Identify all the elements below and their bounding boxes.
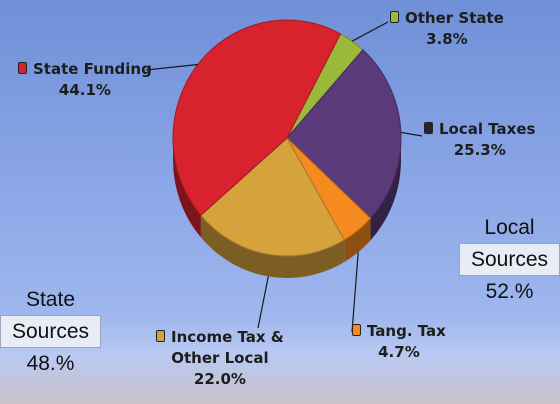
local-taxes-swatch [424,122,433,134]
slice-local-taxes [286,49,402,219]
local-sources-percent: 52.% [485,280,534,303]
pie-3d-sides [173,138,401,279]
slice-label-other-state: Other State 3.8% [390,8,504,50]
slice-label-local-taxes: Local Taxes 25.3% [424,119,535,161]
slice-label-state-funding: State Funding 44.1% [18,59,152,101]
local-sources-group: Local Sources 52.% [459,212,560,307]
leader-tang-tax [351,252,359,333]
slice-label-income-tax: Income Tax & Other Local 22.0% [156,327,284,390]
leader-income-tax [257,276,269,329]
other-state-swatch [390,11,399,23]
pie-slices [172,19,402,257]
side-state-funding [173,138,201,238]
slice-label-tang-tax: Tang. Tax 4.7% [352,321,446,363]
leader-local-taxes [400,131,423,137]
local-sources-title: Local [484,216,535,239]
state-sources-title: State [25,288,76,311]
state-funding-swatch [18,62,27,74]
state-sources-box: Sources [0,315,101,348]
leader-lines [145,21,423,333]
leader-state-funding [145,63,198,71]
side-income-tax [200,215,345,279]
slice-income-tax [200,137,346,257]
income-tax-swatch [156,330,165,342]
leader-other-state [351,21,389,42]
side-local-taxes [370,138,401,241]
tang-tax-swatch [352,324,361,336]
slice-state-funding [172,19,342,217]
local-sources-box: Sources [459,243,560,276]
state-sources-group: State Sources 48.% [0,284,101,379]
state-sources-percent: 48.% [26,352,75,375]
side-tang-tax [344,218,371,262]
